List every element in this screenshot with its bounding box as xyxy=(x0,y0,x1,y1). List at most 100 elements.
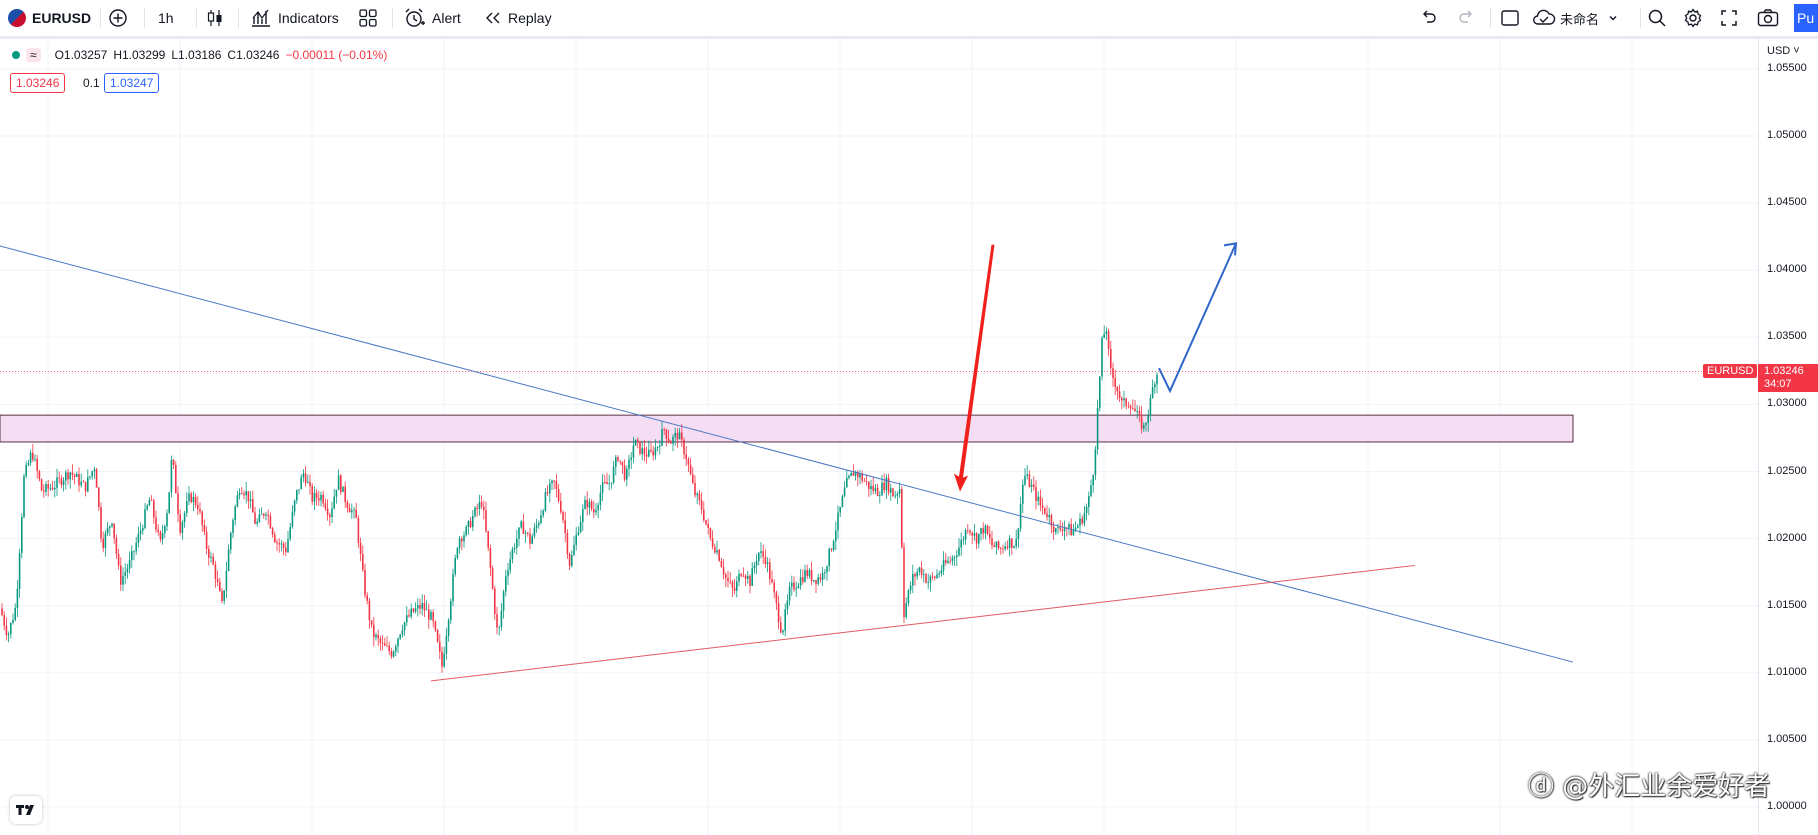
candle-body xyxy=(467,520,470,527)
redo-button[interactable] xyxy=(1457,0,1475,36)
candle-body xyxy=(643,448,646,455)
candle-body xyxy=(1059,527,1061,530)
candle-body xyxy=(423,602,426,611)
candle-body xyxy=(648,449,650,457)
candle-body xyxy=(269,515,272,529)
drawings-layer[interactable] xyxy=(0,242,1758,682)
candle-body xyxy=(14,607,16,620)
candle-body xyxy=(751,568,753,586)
candle-body xyxy=(146,505,148,510)
candle-body xyxy=(1081,518,1083,524)
symbol-glyph[interactable]: ≈ xyxy=(26,48,41,62)
candle-body xyxy=(181,522,184,533)
candle-body xyxy=(25,464,27,477)
candle-body xyxy=(190,493,192,503)
publish-button[interactable]: Pu xyxy=(1794,4,1818,32)
candle-body xyxy=(714,546,716,553)
candle-body xyxy=(1105,331,1108,334)
price-tick-label: 1.03000 xyxy=(1767,397,1807,410)
replay-button[interactable]: Replay xyxy=(484,0,552,36)
layout-select-button[interactable] xyxy=(1500,0,1520,36)
candle-body xyxy=(73,474,76,477)
candle-body xyxy=(260,513,263,515)
candle-body xyxy=(1110,349,1112,369)
candle-body xyxy=(650,449,652,452)
candle-body xyxy=(764,556,767,565)
candle-body xyxy=(848,475,850,478)
snapshot-button[interactable] xyxy=(1757,0,1779,36)
blue-path-arrow xyxy=(1158,242,1237,394)
candle-body xyxy=(645,454,648,457)
candle-body xyxy=(762,551,764,557)
symbol-search-button[interactable]: EURUSD xyxy=(8,0,91,36)
templates-button[interactable] xyxy=(358,0,378,36)
candle-body xyxy=(254,512,256,524)
indicators-button[interactable]: Indicators xyxy=(250,0,339,36)
candle-body xyxy=(7,634,10,635)
candle-body xyxy=(131,551,133,561)
candle-body xyxy=(421,602,423,609)
fullscreen-button[interactable] xyxy=(1720,0,1738,36)
candle-body xyxy=(1030,484,1033,487)
toolbar-divider xyxy=(392,8,393,28)
candle-body xyxy=(626,468,628,480)
last-price-value: 1.03246 xyxy=(1764,365,1804,377)
candle-body xyxy=(337,475,340,490)
candle-body xyxy=(507,570,509,577)
candle-body xyxy=(654,447,657,456)
candle-body xyxy=(788,586,791,601)
candle-body xyxy=(837,512,839,531)
candle-body xyxy=(606,482,608,485)
red-arrow-annotation xyxy=(954,244,995,492)
candle-body xyxy=(964,530,967,540)
save-layout-button[interactable]: 未命名 xyxy=(1532,0,1619,36)
sell-price-button[interactable]: 1.03246 xyxy=(10,73,66,93)
price-axis[interactable]: USD ˅ 1.05500 1.05000 1.04500 1.04000 1.0350… xyxy=(1758,39,1818,835)
candle-body xyxy=(480,502,483,507)
candle-body xyxy=(584,499,586,509)
candle-body xyxy=(694,482,696,496)
alert-button[interactable]: Alert xyxy=(404,0,461,36)
candle-body xyxy=(784,609,786,631)
candle-body xyxy=(232,520,234,533)
compare-add-button[interactable] xyxy=(108,0,128,36)
candle-body xyxy=(45,484,47,492)
chart-type-button[interactable] xyxy=(205,0,225,36)
price-chart[interactable] xyxy=(0,39,1758,835)
candle-body xyxy=(683,439,685,455)
search-button[interactable] xyxy=(1647,0,1667,36)
candle-body xyxy=(678,432,681,440)
settings-button[interactable] xyxy=(1683,0,1703,36)
candle-body xyxy=(205,531,208,550)
candle-body xyxy=(1077,525,1079,528)
resistance-zone[interactable] xyxy=(0,414,1574,443)
candle-body xyxy=(1094,449,1097,476)
candle-body xyxy=(434,621,437,631)
currency-selector[interactable]: USD ˅ xyxy=(1767,45,1800,57)
candle-body xyxy=(815,580,817,584)
candle-body xyxy=(82,481,85,483)
tradingview-logo[interactable] xyxy=(10,796,42,824)
undo-button[interactable] xyxy=(1420,0,1438,36)
candle-body xyxy=(441,651,443,667)
candle-body xyxy=(436,630,439,642)
candle-body xyxy=(109,526,111,528)
candle-body xyxy=(775,592,778,604)
candle-body xyxy=(1,608,3,616)
candle-body xyxy=(621,461,624,466)
interval-button[interactable]: 1h xyxy=(158,0,174,36)
candle-body xyxy=(753,565,756,569)
price-tick-label: 1.00500 xyxy=(1767,732,1807,745)
candle-body xyxy=(474,507,476,517)
candle-body xyxy=(1145,422,1147,426)
candle-body xyxy=(986,525,989,535)
candle-body xyxy=(476,507,478,509)
candle-body xyxy=(593,509,595,513)
candle-body xyxy=(786,600,789,610)
candle-body xyxy=(804,570,806,582)
candle-body xyxy=(663,429,665,430)
candle-body xyxy=(124,572,126,576)
buy-price-button[interactable]: 1.03247 xyxy=(104,73,160,93)
candle-body xyxy=(392,651,395,657)
candle-body xyxy=(703,509,705,521)
